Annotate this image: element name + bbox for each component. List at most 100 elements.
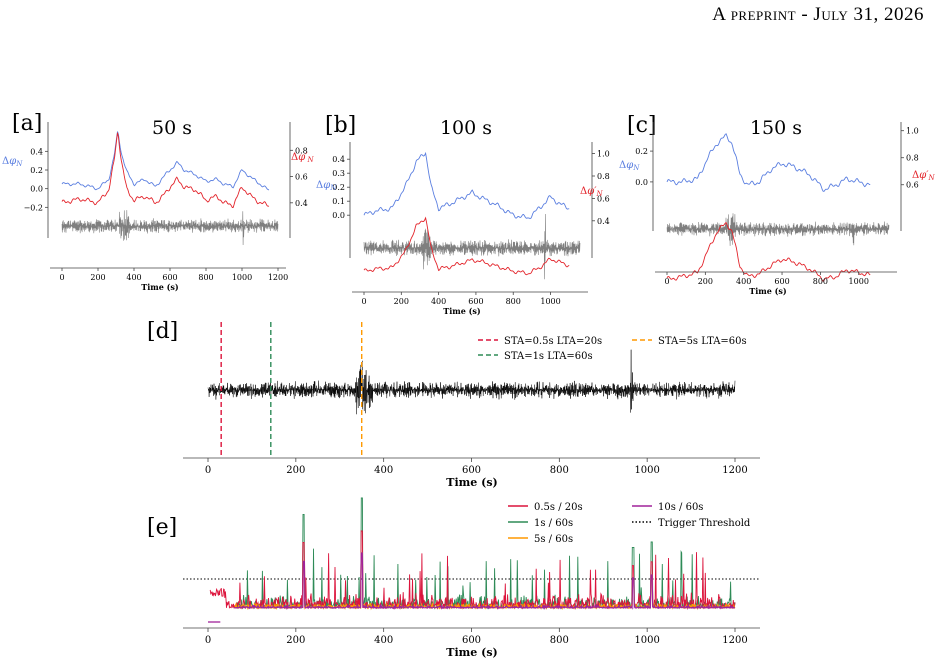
left-tick-label-b-4: 0.4 bbox=[332, 155, 345, 164]
x-tick-label-d-3: 600 bbox=[462, 465, 481, 476]
series-line-c-1 bbox=[666, 221, 871, 282]
panel-label-a: [a] bbox=[12, 111, 42, 136]
x-tick-label-c-2: 400 bbox=[736, 277, 751, 286]
header-date-initial: J bbox=[813, 4, 822, 25]
x-tick-label-b-3: 600 bbox=[468, 297, 483, 306]
series-line-c-0 bbox=[666, 133, 871, 192]
x-tick-label-c-1: 200 bbox=[698, 277, 713, 286]
series-line-e-green bbox=[235, 497, 736, 610]
panel-title-a: 50 s bbox=[152, 117, 192, 139]
series-line-a-1 bbox=[61, 132, 270, 208]
x-tick-label-b-1: 200 bbox=[394, 297, 409, 306]
right-axis-label-a: Δφ′N bbox=[291, 152, 315, 164]
legend-text-e-2: 5s / 60s bbox=[534, 534, 573, 545]
x-tick-label-a-0: 0 bbox=[59, 273, 64, 282]
legend-text-d-0: STA=0.5s LTA=20s bbox=[504, 336, 602, 347]
left-tick-label-a-0: −0.2 bbox=[24, 203, 43, 212]
series-line-b-0 bbox=[363, 151, 570, 220]
x-tick-label-c-3: 600 bbox=[774, 277, 789, 286]
panel-label-b: [b] bbox=[325, 113, 356, 138]
x-tick-label-a-6: 1200 bbox=[268, 273, 288, 282]
series-line-e-crimson bbox=[209, 530, 736, 610]
header-separator: - bbox=[796, 4, 814, 25]
left-axis-label-c: ΔφN bbox=[619, 160, 640, 172]
right-tick-label-a-0: 0.4 bbox=[295, 199, 308, 208]
x-tick-label-c-4: 800 bbox=[813, 277, 828, 286]
right-tick-label-c-1: 0.8 bbox=[906, 154, 919, 163]
x-axis-label-c: Time (s) bbox=[749, 286, 787, 296]
x-tick-label-b-4: 800 bbox=[506, 297, 521, 306]
panel-title-c: 150 s bbox=[750, 117, 802, 139]
left-tick-label-a-3: 0.4 bbox=[30, 147, 43, 156]
x-tick-label-b-0: 0 bbox=[361, 297, 366, 306]
page-header: A preprint - July 31, 2026 bbox=[712, 4, 924, 26]
x-tick-label-b-2: 400 bbox=[431, 297, 446, 306]
seismogram-d bbox=[207, 349, 736, 415]
x-tick-label-e-2: 400 bbox=[374, 635, 393, 646]
legend-text-e-3: 10s / 60s bbox=[658, 502, 703, 513]
right-tick-label-b-3: 1.0 bbox=[597, 150, 610, 159]
right-tick-label-a-1: 0.6 bbox=[295, 173, 308, 182]
x-tick-label-d-5: 1000 bbox=[634, 465, 659, 476]
left-tick-label-a-2: 0.2 bbox=[30, 166, 43, 175]
legend-text-e-4: Trigger Threshold bbox=[658, 518, 751, 529]
header-prefix: A bbox=[712, 4, 726, 25]
x-tick-label-d-2: 400 bbox=[374, 465, 393, 476]
left-tick-label-b-1: 0.1 bbox=[332, 197, 345, 206]
right-tick-label-a-2: 0.8 bbox=[295, 146, 308, 155]
right-tick-label-b-0: 0.4 bbox=[597, 217, 610, 226]
left-tick-label-c-1: 0.2 bbox=[635, 147, 648, 156]
right-tick-label-b-1: 0.6 bbox=[597, 194, 610, 203]
right-axis-label-b: Δφ′N bbox=[580, 186, 604, 198]
x-tick-label-d-6: 1200 bbox=[722, 465, 747, 476]
left-tick-label-b-3: 0.3 bbox=[332, 169, 345, 178]
x-axis-label-e: Time (s) bbox=[446, 646, 497, 659]
left-tick-label-c-0: 0.0 bbox=[635, 178, 648, 187]
right-tick-label-c-0: 0.6 bbox=[906, 181, 919, 190]
x-tick-label-a-1: 200 bbox=[90, 273, 105, 282]
header-date-rest: 31, 2026 bbox=[848, 4, 924, 25]
x-tick-label-e-0: 0 bbox=[205, 635, 211, 646]
x-tick-label-c-0: 0 bbox=[664, 277, 669, 286]
series-line-b-1 bbox=[363, 216, 570, 276]
left-tick-label-b-0: 0.0 bbox=[332, 211, 345, 220]
left-axis-label-b: ΔφN bbox=[316, 180, 337, 192]
x-axis-label-a: Time (s) bbox=[141, 282, 179, 292]
panel-title-b: 100 s bbox=[440, 117, 492, 139]
panel-label-c: [c] bbox=[627, 113, 657, 138]
x-axis-label-d: Time (s) bbox=[446, 476, 497, 489]
x-tick-label-d-1: 200 bbox=[286, 465, 305, 476]
legend-text-d-2: STA=5s LTA=60s bbox=[658, 336, 747, 347]
x-tick-label-e-5: 1000 bbox=[634, 635, 659, 646]
x-tick-label-b-5: 1000 bbox=[540, 297, 560, 306]
legend-text-e-0: 0.5s / 20s bbox=[534, 502, 583, 513]
left-tick-label-a-1: 0.0 bbox=[30, 185, 43, 194]
legend-text-d-1: STA=1s LTA=60s bbox=[504, 351, 593, 362]
left-tick-label-b-2: 0.2 bbox=[332, 183, 345, 192]
header-preprint: preprint bbox=[730, 4, 797, 25]
x-tick-label-e-4: 800 bbox=[550, 635, 569, 646]
panel-label-d: [d] bbox=[147, 319, 178, 344]
series-line-a-0 bbox=[61, 131, 270, 191]
header-date-month: uly bbox=[821, 4, 849, 25]
x-tick-label-d-4: 800 bbox=[550, 465, 569, 476]
x-tick-label-a-2: 400 bbox=[126, 273, 141, 282]
right-tick-label-b-2: 0.8 bbox=[597, 172, 610, 181]
legend-text-e-1: 1s / 60s bbox=[534, 518, 573, 529]
x-tick-label-e-6: 1200 bbox=[722, 635, 747, 646]
x-tick-label-c-5: 1000 bbox=[849, 277, 869, 286]
x-tick-label-d-0: 0 bbox=[205, 465, 211, 476]
seismogram-a bbox=[61, 210, 279, 246]
x-axis-label-b: Time (s) bbox=[443, 306, 481, 316]
x-tick-label-a-5: 1000 bbox=[232, 273, 252, 282]
left-axis-label-a: ΔφN bbox=[2, 156, 23, 168]
right-axis-label-c: Δφ′N bbox=[912, 170, 936, 182]
seismogram-c bbox=[666, 213, 890, 246]
x-tick-label-a-3: 600 bbox=[162, 273, 177, 282]
panel-label-e: [e] bbox=[147, 515, 177, 540]
seismogram-b bbox=[363, 213, 581, 280]
series-line-e-purple bbox=[233, 552, 736, 611]
right-tick-label-c-2: 1.0 bbox=[906, 127, 919, 136]
x-tick-label-e-1: 200 bbox=[286, 635, 305, 646]
